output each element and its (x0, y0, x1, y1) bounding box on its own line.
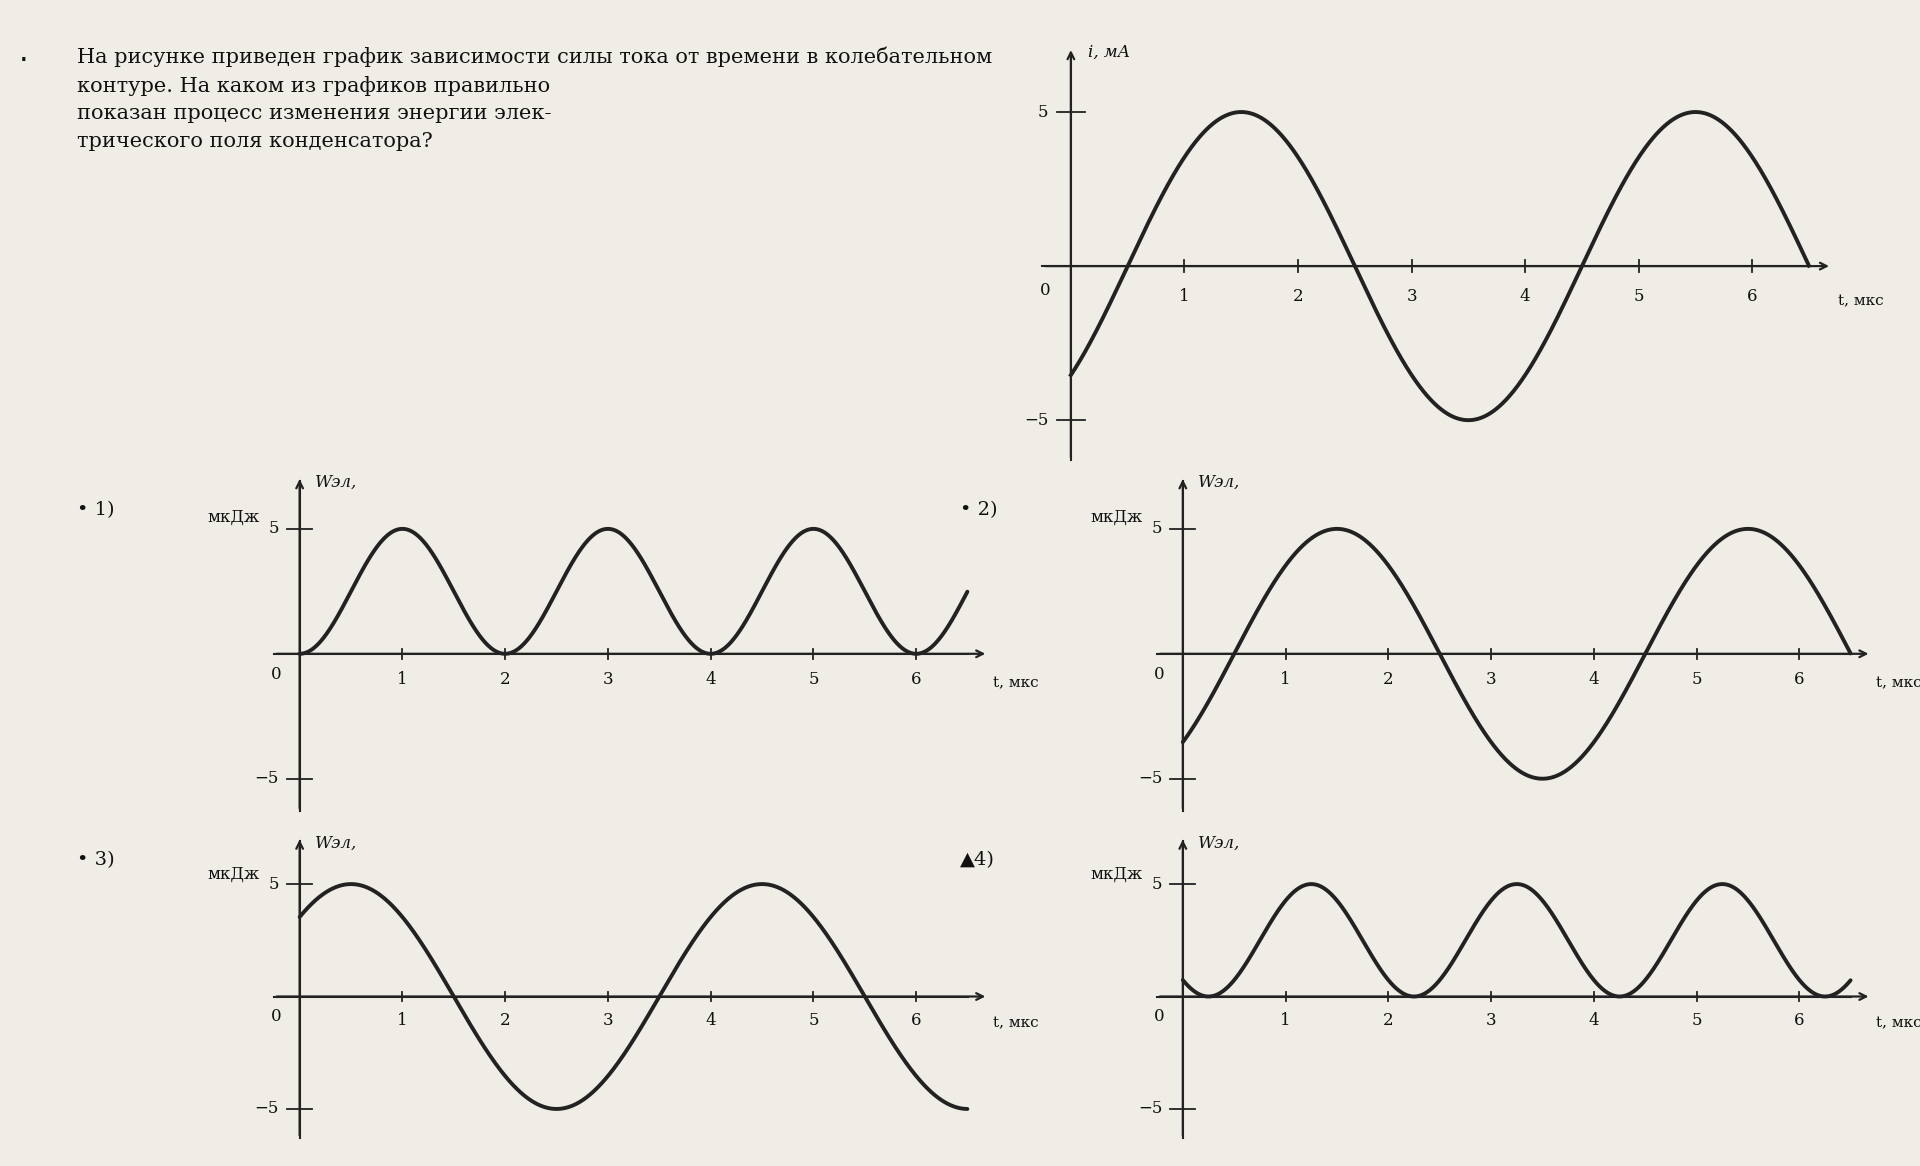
Text: −5: −5 (1139, 771, 1162, 787)
Text: 5: 5 (1152, 520, 1162, 538)
Text: 2: 2 (1292, 288, 1304, 304)
Text: 0: 0 (1154, 1007, 1164, 1025)
Text: 1: 1 (1281, 1012, 1290, 1030)
Text: t, мкс: t, мкс (993, 1017, 1039, 1031)
Text: −5: −5 (255, 1101, 278, 1117)
Text: 1: 1 (1179, 288, 1190, 304)
Text: 5: 5 (1634, 288, 1644, 304)
Text: −5: −5 (1139, 1101, 1162, 1117)
Text: 6: 6 (1793, 1012, 1805, 1030)
Text: 1: 1 (1281, 672, 1290, 688)
Text: 6: 6 (1793, 672, 1805, 688)
Text: t, мкс: t, мкс (993, 676, 1039, 690)
Text: 5: 5 (808, 1012, 818, 1030)
Text: ·: · (19, 47, 29, 76)
Text: 5: 5 (269, 520, 278, 538)
Text: i, мА: i, мА (1089, 44, 1131, 62)
Text: 2: 2 (499, 672, 511, 688)
Text: 6: 6 (910, 1012, 922, 1030)
Text: t, мкс: t, мкс (1876, 676, 1920, 690)
Text: 5: 5 (808, 672, 818, 688)
Text: 0: 0 (1041, 281, 1050, 298)
Text: 3: 3 (1486, 1012, 1496, 1030)
Text: 5: 5 (1037, 104, 1048, 120)
Text: 6: 6 (910, 672, 922, 688)
Text: t, мкс: t, мкс (1876, 1017, 1920, 1031)
Text: Wэл,: Wэл, (315, 473, 357, 491)
Text: 2: 2 (1382, 1012, 1394, 1030)
Text: 4: 4 (1588, 672, 1599, 688)
Text: 5: 5 (1692, 672, 1701, 688)
Text: 3: 3 (603, 1012, 612, 1030)
Text: 2: 2 (499, 1012, 511, 1030)
Text: 1: 1 (397, 672, 407, 688)
Text: 5: 5 (1692, 1012, 1701, 1030)
Text: 3: 3 (603, 672, 612, 688)
Text: 0: 0 (271, 666, 280, 683)
Text: 0: 0 (271, 1007, 280, 1025)
Text: • 1): • 1) (77, 501, 115, 519)
Text: • 3): • 3) (77, 851, 115, 869)
Text: мкДж: мкДж (1091, 508, 1142, 526)
Text: Wэл,: Wэл, (1198, 473, 1240, 491)
Text: мкДж: мкДж (1091, 866, 1142, 883)
Text: 6: 6 (1747, 288, 1757, 304)
Text: ▲4): ▲4) (960, 851, 995, 869)
Text: −5: −5 (255, 771, 278, 787)
Text: 4: 4 (1588, 1012, 1599, 1030)
Text: t, мкс: t, мкс (1837, 294, 1884, 308)
Text: 1: 1 (397, 1012, 407, 1030)
Text: мкДж: мкДж (207, 508, 259, 526)
Text: 3: 3 (1405, 288, 1417, 304)
Text: Wэл,: Wэл, (315, 835, 357, 851)
Text: 4: 4 (1521, 288, 1530, 304)
Text: 5: 5 (1152, 876, 1162, 893)
Text: 0: 0 (1154, 666, 1164, 683)
Text: • 2): • 2) (960, 501, 998, 519)
Text: 4: 4 (705, 672, 716, 688)
Text: На рисунке приведен график зависимости силы тока от времени в колебательном
конт: На рисунке приведен график зависимости с… (77, 47, 993, 150)
Text: 2: 2 (1382, 672, 1394, 688)
Text: −5: −5 (1023, 412, 1048, 429)
Text: мкДж: мкДж (207, 866, 259, 883)
Text: Wэл,: Wэл, (1198, 835, 1240, 851)
Text: 4: 4 (705, 1012, 716, 1030)
Text: 5: 5 (269, 876, 278, 893)
Text: 3: 3 (1486, 672, 1496, 688)
